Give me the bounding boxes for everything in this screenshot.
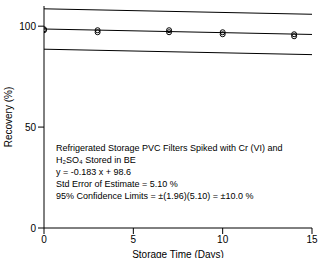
svg-text:15: 15 [306,234,314,245]
svg-text:5: 5 [131,234,137,245]
svg-text:50: 50 [25,122,37,133]
svg-text:0: 0 [30,223,36,234]
html-text:y = -0.183 x + 98.6: y = -0.183 x + 98.6 [56,167,132,177]
html-text:Std Error of Estimate = 5.10 %: Std Error of Estimate = 5.10 % [56,179,178,189]
html-text:Refrigerated Storage PVC Filte: Refrigerated Storage PVC Filters Spiked … [56,143,283,153]
svg-text:0: 0 [41,234,47,245]
svg-text:Recovery (%): Recovery (%) [8,87,14,148]
html-text:95% Confidence Limits = ±(1.96: 95% Confidence Limits = ±(1.96)(5.10) = … [56,191,254,201]
svg-text:100: 100 [19,21,36,32]
svg-text:Storage Time (Days): Storage Time (Days) [132,249,224,258]
html-text:H₂SO₄ Stored in BE: H₂SO₄ Stored in BE [56,155,136,165]
svg-text:10: 10 [217,234,229,245]
